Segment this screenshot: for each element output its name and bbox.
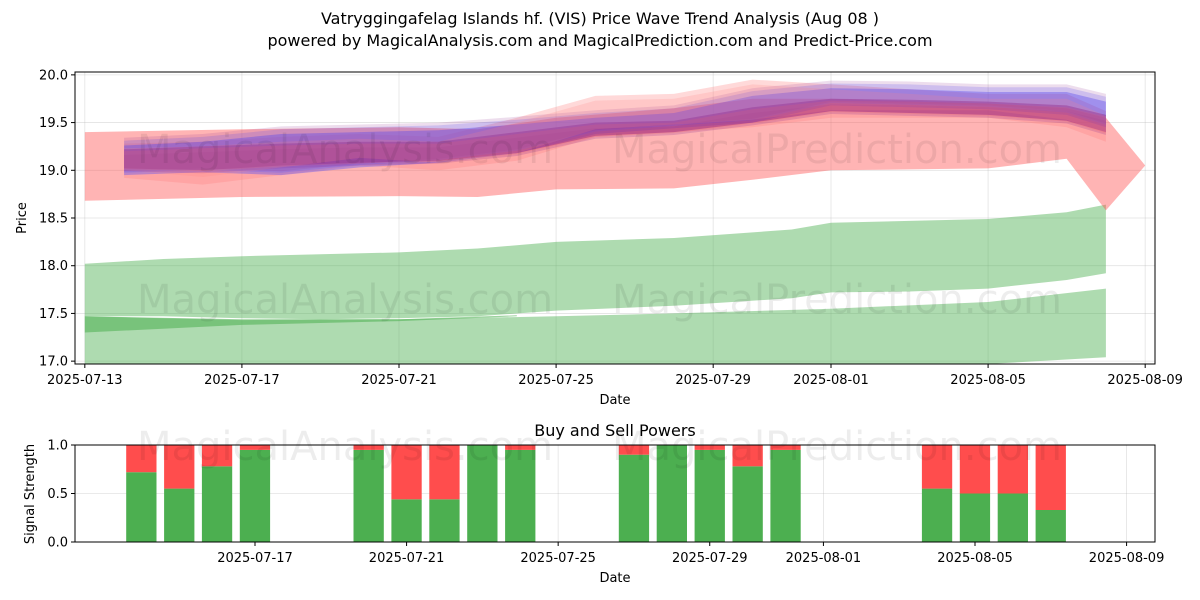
series-green-dark-strip — [84, 315, 517, 333]
price-y-axis-label: Price — [15, 202, 30, 234]
price-axes: 2025-07-13 2025-07-17 2025-07-21 2025-07-25… — [39, 68, 1183, 388]
sell-bar — [391, 445, 422, 500]
signal-x-tick-label: 2025-08-09 — [1089, 551, 1165, 566]
price-x-tick-label: 2025-07-17 — [204, 373, 280, 388]
signal-x-tick-label: 2025-08-05 — [937, 551, 1013, 566]
price-x-tick-label: 2025-07-25 — [518, 373, 594, 388]
price-y-tick-label: 18.5 — [39, 212, 68, 227]
chart-title: Vatryggingafelag Islands hf. (VIS) Price… — [320, 9, 880, 28]
signal-x-tick-label: 2025-07-25 — [520, 551, 596, 566]
price-x-tick-label: 2025-08-09 — [1107, 373, 1183, 388]
price-watermarks: MagicalAnalysis.com MagicalPrediction.co… — [137, 127, 1062, 323]
price-x-tick-label: 2025-07-29 — [675, 373, 751, 388]
sell-bar — [126, 445, 157, 473]
price-y-tick-label: 19.5 — [39, 116, 68, 131]
price-x-tick-label: 2025-07-21 — [361, 373, 437, 388]
buy-bar — [656, 445, 687, 542]
buy-bar — [732, 466, 763, 542]
buy-bar — [1035, 510, 1066, 542]
sell-bar — [732, 445, 763, 467]
sell-bar — [239, 445, 271, 450]
signal-y-tick-label: 0.5 — [47, 487, 68, 502]
sell-bar — [997, 445, 1028, 494]
signal-y-tick-label: 1.0 — [47, 439, 68, 454]
sell-bar — [921, 445, 953, 489]
price-x-axis-label: Date — [599, 393, 630, 408]
watermark-analysis-middle: MagicalAnalysis.com — [137, 277, 553, 323]
signal-x-tick-label: 2025-07-29 — [672, 551, 748, 566]
watermark-prediction-top: MagicalPrediction.com — [612, 127, 1062, 173]
buy-bar — [126, 472, 157, 542]
signal-y-axis-label: Signal Strength — [23, 444, 38, 544]
buy-bar — [201, 466, 233, 542]
sell-bar — [770, 445, 801, 450]
buy-bar — [164, 488, 195, 542]
chart-subtitle: powered by MagicalAnalysis.com and Magic… — [267, 31, 933, 50]
price-x-tick-label: 2025-08-01 — [793, 373, 869, 388]
series-wave-layer-0 — [124, 104, 1106, 174]
buy-bar — [694, 449, 725, 542]
buy-bar — [505, 449, 536, 542]
price-y-tick-label: 18.0 — [39, 259, 68, 274]
price-y-tick-label: 19.0 — [39, 164, 68, 179]
buy-bar — [618, 454, 650, 542]
series-pink-layer — [124, 84, 1106, 177]
sell-bar — [1035, 445, 1066, 510]
buy-bar — [921, 488, 953, 542]
series-purple-wave — [124, 98, 1106, 171]
signal-x-axis-label: Date — [599, 571, 630, 586]
price-series — [84, 79, 1146, 364]
buy-bar — [959, 493, 991, 542]
price-y-tick-label: 17.5 — [39, 307, 68, 322]
buy-bar — [391, 499, 422, 542]
sell-bar — [201, 445, 233, 467]
sell-bar — [618, 445, 650, 455]
sell-bar — [694, 445, 725, 450]
price-x-tick-label: 2025-08-05 — [950, 373, 1026, 388]
series-green-upper-band — [84, 204, 1106, 320]
buy-bar — [353, 449, 384, 542]
signal-watermarks: MagicalAnalysis.com MagicalPrediction.co… — [137, 424, 1062, 470]
sell-bar — [959, 445, 991, 494]
series-wave-layer-3 — [124, 80, 1106, 172]
signal-axes: 2025-07-17 2025-07-21 2025-07-25 2025-07-29… — [47, 439, 1164, 567]
series-green-lower-band — [84, 288, 1106, 364]
watermark-prediction-middle: MagicalPrediction.com — [612, 277, 1062, 323]
sell-bar — [353, 445, 384, 450]
signal-x-tick-label: 2025-07-21 — [369, 551, 445, 566]
watermark-analysis-top: MagicalAnalysis.com — [137, 127, 553, 173]
buy-bar — [429, 499, 460, 542]
signal-y-tick-label: 0.0 — [47, 536, 68, 551]
series-wave-layer-1 — [124, 83, 1106, 173]
price-y-tick-label: 20.0 — [39, 68, 68, 83]
buy-bar — [770, 449, 801, 542]
price-y-tick-label: 17.0 — [39, 355, 68, 370]
sell-bar — [505, 445, 536, 450]
series-red-wide-band — [84, 98, 1146, 211]
sell-bar — [429, 445, 460, 500]
sell-bar — [164, 445, 195, 489]
buy-bar — [997, 493, 1028, 542]
buy-bar — [467, 445, 498, 542]
buy-bar — [239, 449, 271, 542]
watermark-prediction-bottom: MagicalPrediction.com — [612, 424, 1062, 470]
price-x-tick-label: 2025-07-13 — [47, 373, 123, 388]
signal-x-tick-label: 2025-07-17 — [217, 551, 293, 566]
watermark-analysis-bottom: MagicalAnalysis.com — [137, 424, 553, 470]
price-grid — [75, 72, 1155, 364]
series-wave-layer-2 — [124, 100, 1106, 172]
signal-x-tick-label: 2025-08-01 — [786, 551, 862, 566]
signal-bars — [126, 445, 1066, 542]
price-series-layer — [84, 79, 1146, 364]
signal-chart-title: Buy and Sell Powers — [534, 421, 696, 440]
